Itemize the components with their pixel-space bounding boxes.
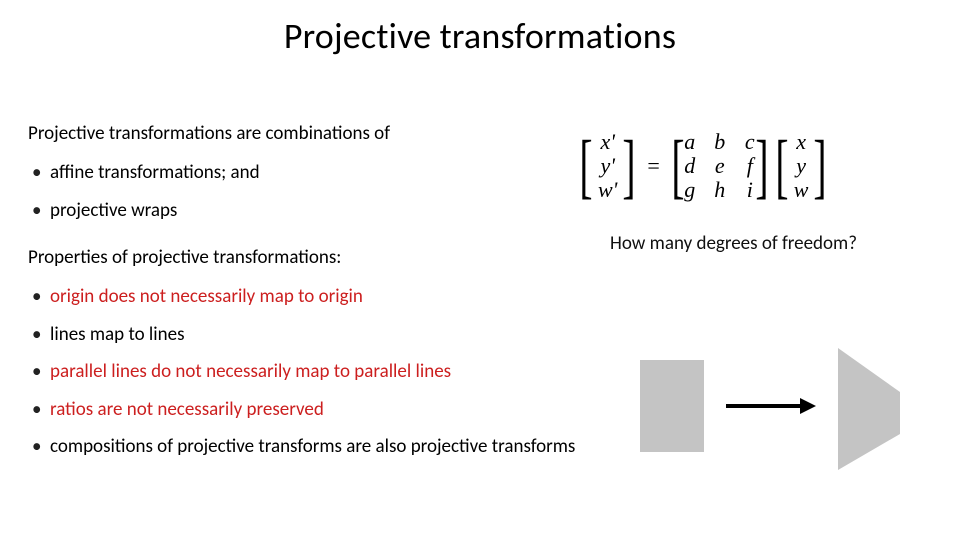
m12: f [744,154,756,178]
matrix-3x3: [ a b c d e f g h i ] [672,130,768,203]
bracket-left-icon: [ [579,130,592,202]
equals-sign: = [647,153,659,179]
projected-quad [838,348,900,470]
prop-bullet-1: lines map to lines [28,321,588,349]
properties-bullets: origin does not necessarily map to origi… [28,283,588,461]
m21: h [714,178,726,202]
projective-figure [640,344,940,484]
intro-bullet-1: projective wraps [28,197,588,225]
intro-bullet-0: affine transformations; and [28,159,588,187]
matrix-equation: [ x' y' w' ] = [ a b c d e f g [580,130,930,214]
m11: e [714,154,726,178]
m20: g [684,178,696,202]
slide: Projective transformations Projective tr… [0,14,960,540]
m10: d [684,154,696,178]
m00: a [684,130,696,154]
intro-line: Projective transformations are combinati… [28,122,588,145]
bracket-left-icon: [ [775,130,788,202]
rhs-vector: [ x y w ] [776,130,827,203]
lhs-2: w' [592,178,623,202]
rhs-2: w [788,178,815,202]
rhs-1: y [788,154,815,178]
lhs-0: x' [592,130,623,154]
lhs-vector: [ x' y' w' ] [580,130,635,203]
prop-bullet-3: ratios are not necessarily preserved [28,396,588,424]
bracket-right-icon: ] [623,130,636,202]
prop-bullet-2: parallel lines do not necessarily map to… [28,358,588,386]
slide-title: Projective transformations [0,14,960,58]
m02: c [744,130,756,154]
body-text-column: Projective transformations are combinati… [28,122,588,483]
rhs-0: x [788,130,815,154]
bracket-right-icon: ] [814,130,827,202]
prop-bullet-4: compositions of projective transforms ar… [28,433,588,461]
equation-row: [ x' y' w' ] = [ a b c d e f g [580,130,930,203]
degrees-of-freedom-question: How many degrees of freedom? [610,232,857,255]
properties-heading: Properties of projective transformations… [28,246,588,269]
lhs-1: y' [592,154,623,178]
bracket-right-icon: ] [755,130,768,202]
source-square [640,360,704,452]
arrow-icon [726,398,816,414]
figure-svg [640,344,940,484]
m22: i [744,178,756,202]
prop-bullet-0: origin does not necessarily map to origi… [28,283,588,311]
m01: b [714,130,726,154]
intro-bullets: affine transformations; and projective w… [28,159,588,224]
bracket-left-icon: [ [671,130,684,202]
